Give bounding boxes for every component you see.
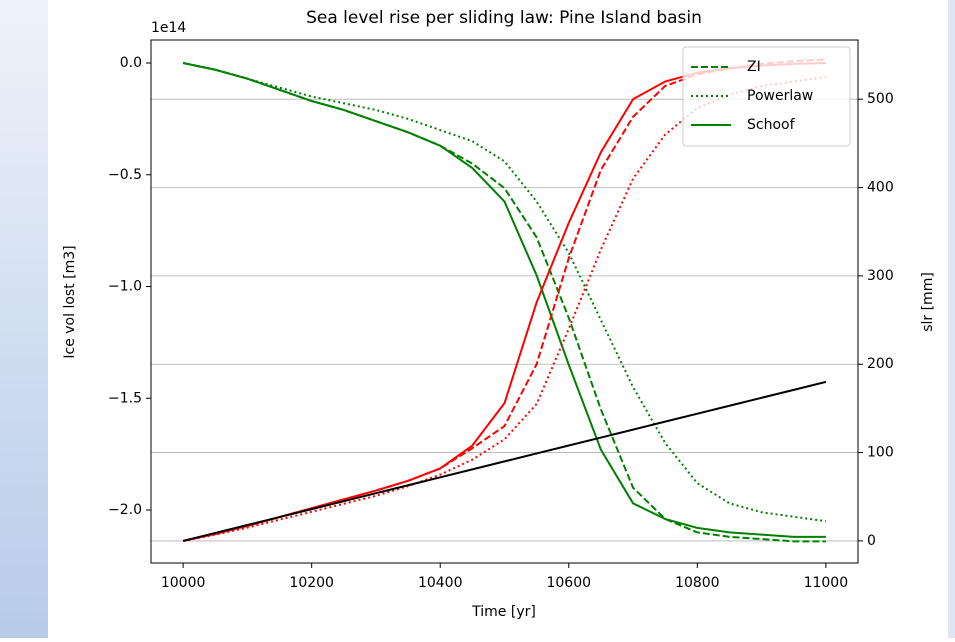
- y-axis-label: Ice vol lost [m3]: [62, 245, 78, 358]
- y2-axis-label: slr [mm]: [920, 272, 936, 332]
- window-edge: [948, 0, 955, 638]
- x-tick-label: 10600: [546, 575, 591, 591]
- y-tick-label: −0.5: [108, 167, 142, 183]
- y-tick-label: −2.0: [108, 502, 142, 518]
- legend-label: Schoof: [747, 117, 796, 133]
- legend-box: [682, 46, 851, 147]
- legend-label: ZI: [747, 59, 761, 75]
- y-tick-label: −1.0: [108, 279, 142, 295]
- series-line: [182, 62, 827, 523]
- x-axis-label: Time [yr]: [471, 604, 536, 620]
- x-tick-label: 11000: [804, 575, 849, 591]
- chart-title: Sea level rise per sliding law: Pine Isl…: [306, 8, 702, 28]
- y-tick-label: −1.5: [108, 390, 142, 406]
- series-line: [182, 62, 826, 538]
- y2-tick-label: 400: [867, 180, 894, 196]
- legend-label: Powerlaw: [747, 88, 813, 104]
- x-tick-label: 10000: [161, 575, 206, 591]
- y-tick-label: 0.0: [120, 55, 142, 71]
- y2-tick-label: 500: [867, 91, 894, 107]
- y2-tick-label: 0: [867, 533, 876, 549]
- series-line: [182, 380, 827, 542]
- x-tick-label: 10400: [418, 575, 463, 591]
- x-tick-label: 10200: [289, 575, 334, 591]
- y2-tick-label: 300: [867, 268, 894, 284]
- x-tick-label: 10800: [675, 575, 720, 591]
- y-offset-label: 1e14: [151, 20, 186, 36]
- y2-tick-label: 200: [867, 356, 894, 372]
- y2-tick-label: 100: [867, 445, 894, 461]
- plot-frame: [150, 39, 859, 564]
